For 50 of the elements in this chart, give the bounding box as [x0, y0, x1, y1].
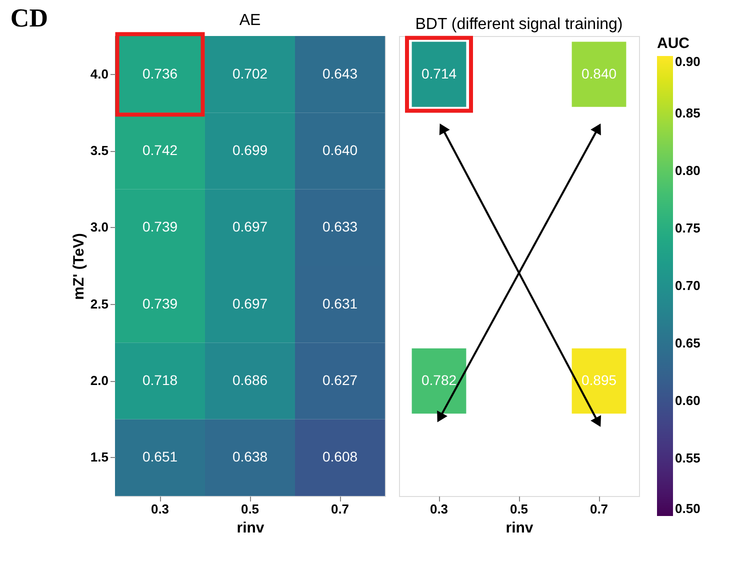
- color-bar-label: 0.75: [675, 220, 700, 236]
- y-tick-label: 3.5: [90, 143, 108, 158]
- color-bar-label: 0.85: [675, 106, 700, 120]
- data-label: 0.840: [581, 65, 617, 82]
- y-tick-label: 2.0: [90, 373, 108, 388]
- y-tick-label: 4.0: [90, 66, 108, 82]
- data-label: 0.651: [142, 448, 178, 465]
- data-label: 0.782: [421, 372, 457, 388]
- data-label: 0.718: [142, 372, 178, 388]
- data-label: 0.627: [322, 372, 358, 388]
- x-tick-label: 0.7: [590, 502, 608, 516]
- data-label: 0.895: [581, 372, 617, 388]
- color-bar-title: AUC: [657, 35, 690, 52]
- data-label: 0.608: [322, 448, 358, 465]
- x-tick-label: 0.7: [330, 502, 350, 516]
- data-label: 0.739: [142, 218, 178, 235]
- data-label: 0.742: [142, 142, 178, 158]
- y-tick-label: 2.5: [90, 296, 108, 312]
- color-bar-label: 0.60: [675, 393, 700, 408]
- x-tick-label: 0.5: [510, 502, 528, 516]
- color-bar-label: 0.50: [675, 501, 700, 516]
- data-label: 0.699: [232, 142, 268, 158]
- data-label: 0.686: [232, 372, 268, 388]
- data-label: 0.643: [322, 65, 358, 82]
- y-tick-label: 3.0: [90, 220, 108, 235]
- color-bar-label: 0.90: [675, 54, 700, 69]
- data-label: 0.633: [322, 218, 358, 235]
- data-label: 0.714: [421, 65, 457, 82]
- x-axis-title: rinv: [236, 520, 265, 536]
- x-tick-label: 0.3: [150, 502, 170, 516]
- color-bar-label: 0.70: [675, 278, 700, 293]
- data-label: 0.702: [232, 65, 268, 82]
- data-label: 0.739: [142, 295, 178, 312]
- color-bar-label: 0.65: [675, 336, 700, 350]
- y-tick-label: 1.5: [90, 450, 108, 465]
- color-bar-label: 0.80: [675, 163, 700, 178]
- y-axis-title: mZ' (TeV): [70, 233, 88, 300]
- data-label: 0.640: [322, 142, 358, 158]
- x-tick-label: 0.5: [240, 502, 260, 516]
- data-label: 0.638: [232, 448, 268, 465]
- chart-title: AE: [239, 12, 261, 30]
- x-axis-title: rinv: [506, 520, 534, 536]
- data-label: 0.697: [232, 295, 268, 312]
- data-label: 0.736: [142, 65, 178, 82]
- data-label: 0.631: [322, 295, 358, 312]
- chart-title: BDT (different signal training): [415, 16, 623, 33]
- text: CD: [10, 4, 48, 33]
- color-bar-label: 0.55: [675, 450, 700, 466]
- data-label: 0.697: [232, 218, 268, 235]
- x-tick-label: 0.3: [430, 502, 448, 516]
